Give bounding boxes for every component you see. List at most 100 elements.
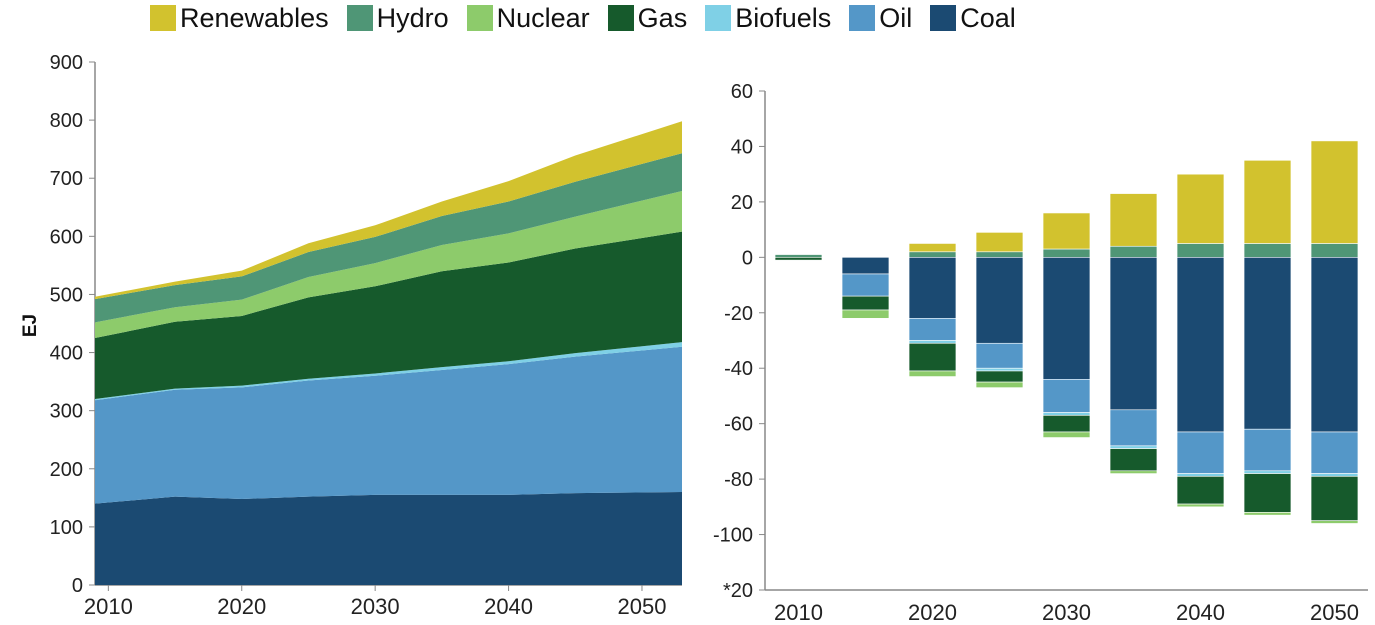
bar-coal-2025 xyxy=(975,257,1024,344)
bar-coal-2015 xyxy=(841,257,890,275)
bar-nuclear-2020 xyxy=(908,370,957,377)
bar-gas-2030 xyxy=(1042,415,1091,433)
bar-biofuels-2030 xyxy=(1042,412,1091,416)
bar-biofuels-2040 xyxy=(1176,473,1225,477)
legend-item-renewables: Renewables xyxy=(150,3,329,34)
bar-hydro-2030 xyxy=(1042,248,1091,258)
bar-biofuels-2025 xyxy=(975,367,1024,372)
area-y-tick-label: 200 xyxy=(50,459,83,481)
area-y-tick-label: 500 xyxy=(50,284,83,306)
legend-label-nuclear: Nuclear xyxy=(496,2,590,33)
bar-coal-2045 xyxy=(1243,257,1292,430)
bar-nuclear-2050 xyxy=(1310,520,1359,524)
area-x-tick-label: 2040 xyxy=(484,594,533,619)
area-y-tick-label: 800 xyxy=(50,110,83,132)
bar-x-tick-label: 2010 xyxy=(774,600,823,625)
legend-swatch-renewables xyxy=(150,5,176,31)
area-y-tick-label: 100 xyxy=(50,517,83,539)
bar-oil-2025 xyxy=(975,342,1024,369)
bar-gas-2050 xyxy=(1310,476,1359,521)
bar-biofuels-2035 xyxy=(1109,445,1158,449)
bar-gas-2025 xyxy=(975,370,1024,383)
bar-renewables-2045 xyxy=(1243,160,1292,244)
legend-swatch-biofuels xyxy=(705,5,732,31)
area-y-tick-label: 700 xyxy=(50,168,83,190)
area-y-tick-label: 300 xyxy=(50,401,83,423)
area-y-tick-label: 600 xyxy=(50,226,83,248)
bar-nuclear-2015 xyxy=(841,309,890,319)
area-y-tick-label: 0 xyxy=(72,575,83,597)
bar-hydro-2035 xyxy=(1109,245,1158,258)
legend-item-oil: Oil xyxy=(849,3,912,34)
bar-y-tick-label: -20 xyxy=(724,303,753,325)
area-chart: 0 100 200 300 400 500 600 700 800 900 2010 2020 2030… xyxy=(20,52,682,619)
bar-nuclear-2035 xyxy=(1109,470,1158,474)
legend-item-nuclear: Nuclear xyxy=(466,2,590,34)
bar-hydro-2045 xyxy=(1243,243,1292,258)
bar-gas-2020 xyxy=(908,342,957,372)
bar-coal-2040 xyxy=(1176,257,1225,433)
area-x-tick-label: 2010 xyxy=(84,594,133,619)
bar-oil-2035 xyxy=(1109,409,1158,447)
area-y-tick-label: 400 xyxy=(50,343,83,365)
bar-y-tick-label: -80 xyxy=(724,469,753,491)
bar-nuclear-2030 xyxy=(1042,431,1091,438)
bar-oil-2050 xyxy=(1310,431,1359,474)
bar-renewables-2030 xyxy=(1042,212,1091,250)
legend-swatch-hydro xyxy=(346,5,373,31)
area-x-tick-label: 2050 xyxy=(618,594,667,619)
area-series-gas xyxy=(95,231,682,400)
legend-label-biofuels: Biofuels xyxy=(735,2,832,33)
legend-swatch-nuclear xyxy=(466,5,493,31)
bar-renewables-2040 xyxy=(1176,173,1225,244)
bar-x-tick-label: 2030 xyxy=(1042,600,1091,625)
bar-oil-2040 xyxy=(1176,431,1225,474)
bar-oil-2015 xyxy=(841,273,890,297)
bar-y-tick-label: -40 xyxy=(724,358,753,380)
bar-nuclear-2040 xyxy=(1176,503,1225,508)
bar-nuclear-2045 xyxy=(1243,512,1292,516)
legend-item-biofuels: Biofuels xyxy=(705,3,831,34)
bar-gas-2015 xyxy=(841,295,890,311)
bar-coal-2035 xyxy=(1109,257,1158,411)
legend-label-coal: Coal xyxy=(960,2,1016,33)
legend-swatch-oil xyxy=(849,5,876,31)
bar-biofuels-2050 xyxy=(1310,473,1359,477)
area-series-coal xyxy=(95,492,682,585)
area-y-tick-label: 900 xyxy=(50,52,83,74)
area-x-tick-label: 2030 xyxy=(351,594,400,619)
bar-oil-2020 xyxy=(908,318,957,341)
bar-y-tick-label: *20 xyxy=(723,580,753,602)
bar-coal-2030 xyxy=(1042,257,1091,380)
bar-oil-2030 xyxy=(1042,379,1091,413)
area-y-axis-label: EJ xyxy=(20,314,41,337)
legend: Renewables Hydro Nuclear Gas Biofuels Oil Coal xyxy=(150,0,1034,36)
bar-y-tick-label: 0 xyxy=(742,247,753,269)
bar-y-tick-label: -100 xyxy=(713,525,753,547)
legend-item-gas: Gas xyxy=(607,2,688,34)
bar-gas-2035 xyxy=(1109,448,1158,472)
bar-x-tick-label: 2040 xyxy=(1176,600,1225,625)
bar-hydro-2040 xyxy=(1176,243,1225,258)
bar-chart: 60 40 20 0 -20 -40 -60 -80 -100 *20 2010 2020 2030 20… xyxy=(713,81,1368,625)
legend-label-renewables: Renewables xyxy=(180,2,329,33)
bar-gas-2045 xyxy=(1243,473,1292,513)
bar-nuclear-2025 xyxy=(975,381,1024,388)
legend-label-hydro: Hydro xyxy=(376,2,449,33)
bar-y-tick-label: 40 xyxy=(731,136,753,158)
legend-label-gas: Gas xyxy=(637,2,688,33)
bar-biofuels-2020 xyxy=(908,340,957,344)
bar-hydro-2020 xyxy=(908,251,957,258)
area-series-hydro xyxy=(95,153,682,323)
bar-renewables-2050 xyxy=(1310,140,1359,244)
bar-renewables-2025 xyxy=(975,232,1024,253)
bar-x-tick-label: 2020 xyxy=(908,600,957,625)
area-series-oil xyxy=(95,346,682,504)
area-x-tick-label: 2020 xyxy=(217,594,266,619)
bar-gas-2010 xyxy=(774,257,823,261)
bar-oil-2045 xyxy=(1243,428,1292,472)
bar-coal-2050 xyxy=(1310,257,1359,433)
bar-y-tick-label: 20 xyxy=(731,192,753,214)
bar-x-tick-label: 2050 xyxy=(1310,600,1359,625)
